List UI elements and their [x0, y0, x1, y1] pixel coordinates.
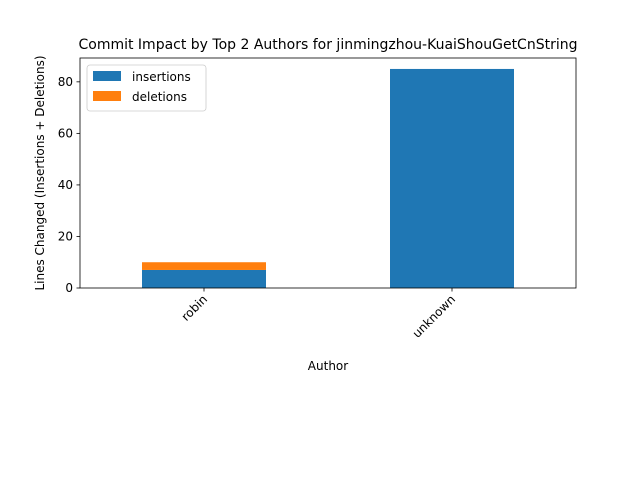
legend: insertions deletions	[86, 64, 207, 112]
bar-insertions-unknown	[390, 68, 514, 288]
bar-deletions-robin	[142, 262, 266, 270]
y-tick-label-60: 60	[58, 126, 73, 140]
y-tick-label-20: 20	[58, 229, 73, 243]
x-axis-label: Author	[308, 359, 348, 373]
legend-label-deletions: deletions	[132, 90, 187, 104]
legend-label-insertions: insertions	[132, 70, 191, 84]
legend-swatch-deletions	[93, 91, 121, 101]
y-tick-label-0: 0	[65, 281, 73, 295]
y-tick-label-80: 80	[58, 75, 73, 89]
bar-insertions-robin	[142, 269, 266, 288]
plot-frame	[79, 57, 577, 289]
chart-title: Commit Impact by Top 2 Authors for jinmi…	[78, 37, 577, 53]
bars-layer	[142, 68, 514, 288]
y-axis-label: Lines Changed (Insertions + Deletions)	[33, 55, 47, 290]
y-tick-label-40: 40	[58, 178, 73, 192]
legend-swatch-insertions	[93, 71, 121, 81]
